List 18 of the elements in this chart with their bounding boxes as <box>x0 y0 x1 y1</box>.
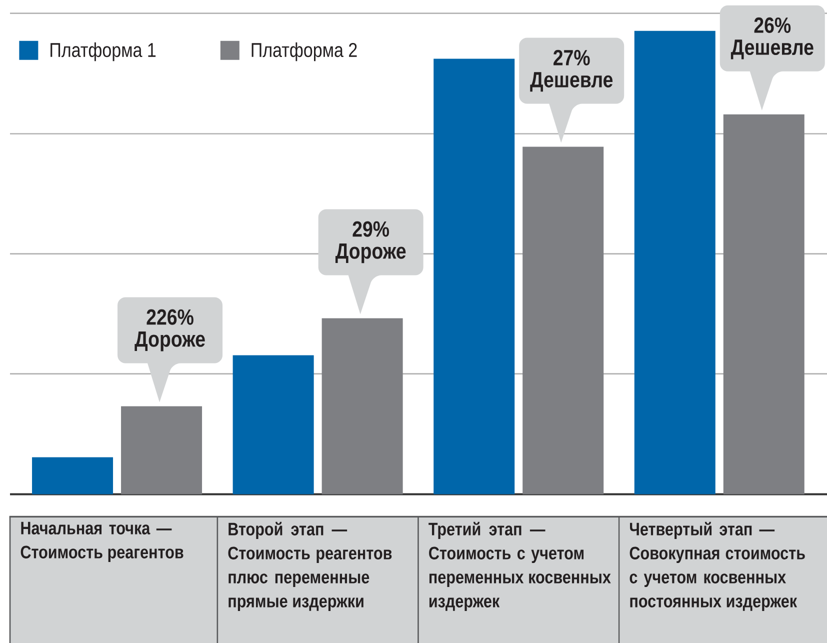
annotation: 226% Дороже <box>134 309 205 352</box>
annotation: 26% Дешевле <box>730 17 814 60</box>
bar <box>232 355 314 494</box>
bar <box>121 406 202 494</box>
x-tick-label: Второй этап — Стоимость реагентов плюс переменные прямые издержки <box>228 522 392 612</box>
annotation: 27% Дешевле <box>530 50 613 92</box>
legend-label: Платформа 2 <box>252 42 357 62</box>
bar <box>723 114 804 494</box>
annotation: 29% Дороже <box>335 221 406 264</box>
bar <box>434 58 515 494</box>
bar <box>634 30 716 494</box>
x-tick-label: Третий этап — Стоимость с учетом переменных косвенных издержек <box>428 522 611 612</box>
x-tick-label: Четвертый этап — Совокупная стоимость с учетом косвенных постоянных издержек <box>630 522 805 612</box>
legend-label: Платформа 1 <box>50 42 156 62</box>
x-tick-label: Начальная точка — Стоимость реагентов <box>20 522 184 562</box>
bar <box>322 318 403 494</box>
bar <box>32 457 114 494</box>
bar <box>522 146 604 494</box>
